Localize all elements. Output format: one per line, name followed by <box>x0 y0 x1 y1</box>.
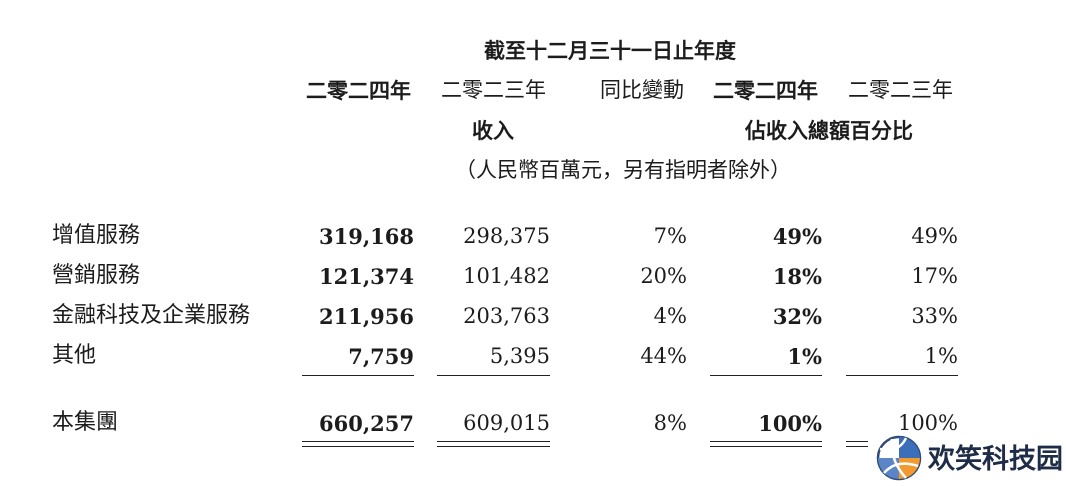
row-label-value-added-services: 增值服務 <box>52 223 141 248</box>
revenue-group-label: 收入 <box>472 118 514 143</box>
total-double-rule <box>302 441 414 447</box>
cell-pct: 1% <box>924 344 958 368</box>
watermark-text: 欢笑科技园 <box>928 444 1063 475</box>
total-double-rule <box>437 441 550 447</box>
total-double-rule <box>846 441 868 447</box>
cell-total: 609,015 <box>463 411 550 435</box>
volleyball-logo-icon <box>876 435 922 481</box>
cell-pct: 32% <box>772 304 822 329</box>
subtotal-rule <box>846 375 958 376</box>
cell-pct-total: 100% <box>758 411 822 436</box>
cell-value: 211,956 <box>319 304 414 329</box>
row-label-fintech-business-services: 金融科技及企業服務 <box>52 303 251 328</box>
row-label-others: 其他 <box>52 343 97 368</box>
cell-pct: 33% <box>911 304 958 328</box>
column-header-2024: 二零二四年 <box>306 78 411 103</box>
period-header: 截至十二月三十一日止年度 <box>484 38 736 63</box>
cell-pct: 18% <box>772 264 822 289</box>
subtotal-rule <box>302 375 414 376</box>
column-header-pct-2024: 二零二四年 <box>713 78 818 103</box>
cell-yoy: 44% <box>640 344 687 368</box>
row-label-marketing-services: 營銷服務 <box>52 263 141 288</box>
cell-pct: 49% <box>772 224 822 249</box>
percentage-group-label: 佔收入總額百分比 <box>745 118 913 143</box>
cell-total: 660,257 <box>319 411 414 436</box>
cell-yoy: 20% <box>640 264 687 288</box>
cell-value: 319,168 <box>319 224 414 249</box>
cell-value: 298,375 <box>463 224 550 248</box>
cell-pct: 17% <box>911 264 958 288</box>
cell-yoy: 4% <box>653 304 687 328</box>
cell-yoy: 7% <box>653 224 687 248</box>
row-label-group-total: 本集團 <box>52 410 119 435</box>
cell-pct: 1% <box>787 344 822 369</box>
cell-pct-total: 100% <box>897 411 958 435</box>
total-double-rule <box>710 441 822 447</box>
cell-pct: 49% <box>911 224 958 248</box>
column-header-yoy: 同比變動 <box>600 78 684 102</box>
cell-value: 203,763 <box>463 304 550 328</box>
subtotal-rule <box>437 375 550 376</box>
column-header-pct-2023: 二零二三年 <box>848 78 953 102</box>
cell-value: 5,395 <box>489 344 550 368</box>
cell-yoy-total: 8% <box>653 411 687 435</box>
column-header-2023: 二零二三年 <box>441 78 546 102</box>
cell-value: 101,482 <box>463 264 550 288</box>
unit-note: （人民幣百萬元，另有指明者除外） <box>455 158 791 182</box>
cell-value: 7,759 <box>348 344 414 369</box>
cell-value: 121,374 <box>319 264 414 289</box>
subtotal-rule <box>710 375 822 376</box>
